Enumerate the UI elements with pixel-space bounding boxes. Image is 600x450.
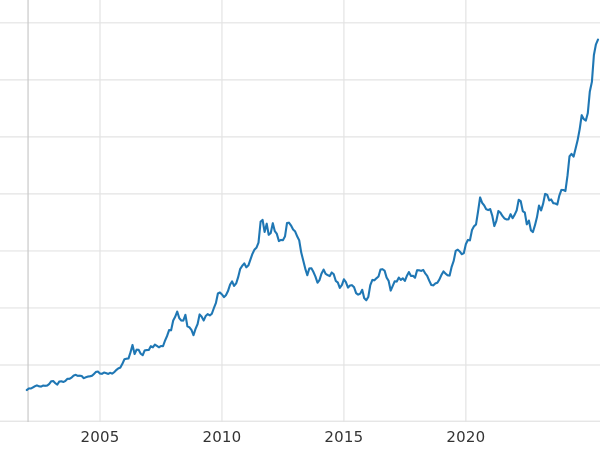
price-series-line <box>25 38 600 392</box>
x-tick-label-2015: 2015 <box>324 428 364 446</box>
x-tick-label-2020: 2020 <box>446 428 486 446</box>
x-tick-label-2005: 2005 <box>80 428 120 446</box>
x-tick-label-2010: 2010 <box>202 428 242 446</box>
